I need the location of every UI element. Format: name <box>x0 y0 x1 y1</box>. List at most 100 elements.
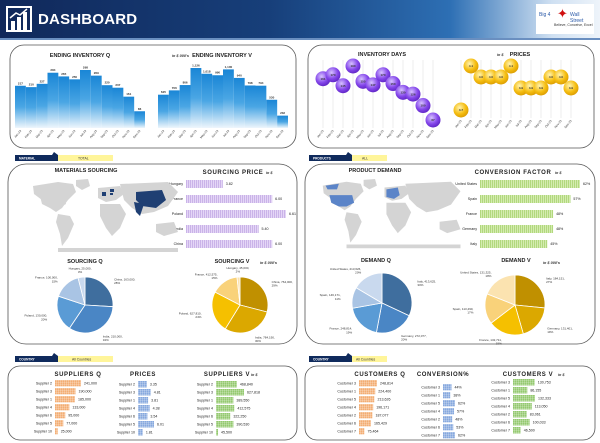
data-label: 4.0 <box>549 75 554 79</box>
customer-country-filter[interactable]: COUNTRY All Countries <box>309 353 387 362</box>
category-label: Customer 3 <box>337 381 356 385</box>
data-label: 100,033 <box>533 420 546 424</box>
category-label: Supplier 3 <box>119 390 135 394</box>
data-label: 126 <box>410 92 415 96</box>
data-label: 130 <box>400 91 405 95</box>
bar <box>112 87 124 128</box>
slice-label-line: 34% <box>103 338 109 342</box>
chart-unit: in $ <box>266 171 273 175</box>
x-tick-label: Jan-23 <box>156 129 165 139</box>
data-label: 210 <box>29 83 34 87</box>
data-label: 170 <box>330 73 335 77</box>
slice-label-line: 3% <box>78 270 83 274</box>
x-tick-label: Jan-23 <box>13 129 22 139</box>
data-label: 322,250 <box>233 414 246 418</box>
slice-label-line: 30% <box>255 339 261 343</box>
data-label: 145 <box>340 84 345 88</box>
bar <box>138 397 149 404</box>
x-tick-label: Oct-23 <box>406 129 415 139</box>
category-label: Supplier 2 <box>197 382 213 386</box>
pie-slice <box>355 272 383 304</box>
x-tick-label: Sep-23 <box>533 119 542 129</box>
bar <box>443 392 451 399</box>
slice-label-line: United States, 131,325, <box>460 271 492 275</box>
slice-label-line: Spain, 113,490, <box>453 307 474 311</box>
x-tick-label: Jul-23 <box>376 129 385 138</box>
data-label: 220 <box>105 81 110 85</box>
slice-label-line: 24% <box>195 315 201 319</box>
filter-value[interactable]: All Countries <box>72 358 92 362</box>
material-filter[interactable]: MATERIAL TOTAL <box>15 152 113 161</box>
data-point <box>335 78 351 94</box>
category-label: Customer 1 <box>337 389 356 393</box>
products-filter[interactable]: PRODUCTS ALL <box>309 152 387 161</box>
slice-label-line: France, 248,814, <box>329 327 352 331</box>
slice-label-line: 15% <box>52 279 58 283</box>
bar <box>55 396 75 403</box>
chart-title: SOURCING PRICE <box>203 170 264 176</box>
category-label: Poland <box>172 212 183 216</box>
bar <box>443 400 455 407</box>
land-sa <box>344 212 362 243</box>
pie-slice <box>68 304 114 334</box>
data-label: 67 <box>431 118 435 122</box>
bar <box>513 419 530 426</box>
category-label: Customer 6 <box>491 420 510 424</box>
category-label: Supplier 6 <box>197 414 213 418</box>
category-label: Customer 1 <box>421 393 440 397</box>
bar <box>216 381 237 388</box>
x-tick-label: Jun-23 <box>210 129 219 139</box>
chart-unit: in $ 000's <box>172 54 189 58</box>
bar <box>123 96 135 128</box>
land-af <box>386 202 412 234</box>
x-tick-label: Sep-23 <box>395 129 404 139</box>
slice-label: China, 163,000, 28% <box>114 277 135 285</box>
data-label: 46,500 <box>524 428 535 432</box>
slice-label-line: Italy, 413,625, <box>417 280 436 284</box>
bar <box>480 195 571 203</box>
x-tick-label: May-23 <box>493 119 503 129</box>
slice-label-line: 30% <box>417 283 423 287</box>
data-label: 77,000 <box>66 421 77 425</box>
slice-label-line: Poland, 627,810, <box>179 312 202 316</box>
x-tick-label: Mar-23 <box>35 129 44 139</box>
data-label: 3.7 <box>459 108 464 112</box>
data-label: 1,018 <box>203 69 211 73</box>
filter-value[interactable]: All Countries <box>356 358 376 362</box>
supplier-country-filter[interactable]: COUNTRY All Countries <box>15 353 113 362</box>
chart-unit: in $ <box>497 53 504 57</box>
pie-slice <box>239 276 269 313</box>
data-label: 284 <box>50 68 55 72</box>
data-label: 213,626 <box>377 397 390 401</box>
data-point <box>503 58 519 74</box>
category-label: Spain <box>468 197 477 201</box>
land-an <box>346 244 461 249</box>
data-label: 625 <box>161 90 166 94</box>
data-label: 62% <box>458 401 466 405</box>
category-label: Supplier 5 <box>197 422 213 426</box>
bar <box>359 428 365 435</box>
map-title: PRODUCT DEMAND <box>349 168 402 174</box>
data-label: 48% <box>556 227 564 231</box>
slice-label-line: 15% <box>211 276 217 280</box>
x-tick-label: Dec-23 <box>425 129 434 139</box>
data-label: 4.0 <box>559 75 564 79</box>
bar <box>186 180 223 188</box>
data-point <box>553 69 569 85</box>
category-label: Customer 5 <box>421 401 440 405</box>
category-label: Customer 7 <box>421 433 440 437</box>
bar <box>36 83 48 128</box>
brand-name-right: Wall Street <box>570 12 584 24</box>
category-label: Supplier 2 <box>119 382 135 386</box>
country-hungary <box>110 193 113 195</box>
chart-title: CUSTOMERS V <box>503 372 554 378</box>
filter-value[interactable]: ALL <box>362 157 368 161</box>
filter-value[interactable]: TOTAL <box>78 157 89 161</box>
bar <box>138 421 154 428</box>
data-label: 113,050 <box>535 404 548 408</box>
data-label: 83,061 <box>530 412 541 416</box>
data-label: 45% <box>550 242 558 246</box>
category-label: Customer 4 <box>421 409 440 413</box>
data-label: 86 <box>138 107 142 111</box>
pie-slice <box>56 295 86 329</box>
